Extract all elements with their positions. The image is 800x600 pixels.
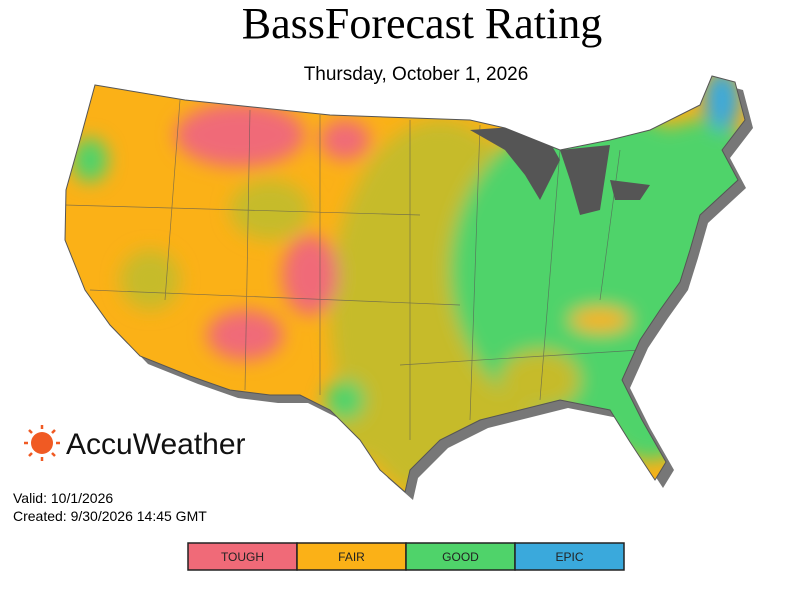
legend-label: TOUGH bbox=[221, 550, 264, 564]
map bbox=[65, 76, 745, 492]
logo: AccuWeather bbox=[24, 425, 246, 461]
legend-swatch bbox=[187, 542, 298, 571]
legend: TOUGH FAIR GOOD EPIC bbox=[187, 542, 625, 571]
map-title: BassForecast Rating bbox=[242, 0, 603, 48]
legend-swatch bbox=[405, 542, 516, 571]
legend-swatch bbox=[514, 542, 625, 571]
created-date: Created: 9/30/2026 14:45 GMT bbox=[13, 508, 207, 524]
map-subtitle: Thursday, October 1, 2026 bbox=[304, 64, 529, 85]
legend-label: GOOD bbox=[442, 550, 479, 564]
valid-date: Valid: 10/1/2026 bbox=[13, 490, 113, 506]
logo-text: AccuWeather bbox=[66, 428, 246, 461]
legend-label: EPIC bbox=[555, 550, 583, 564]
legend-label: FAIR bbox=[338, 550, 365, 564]
